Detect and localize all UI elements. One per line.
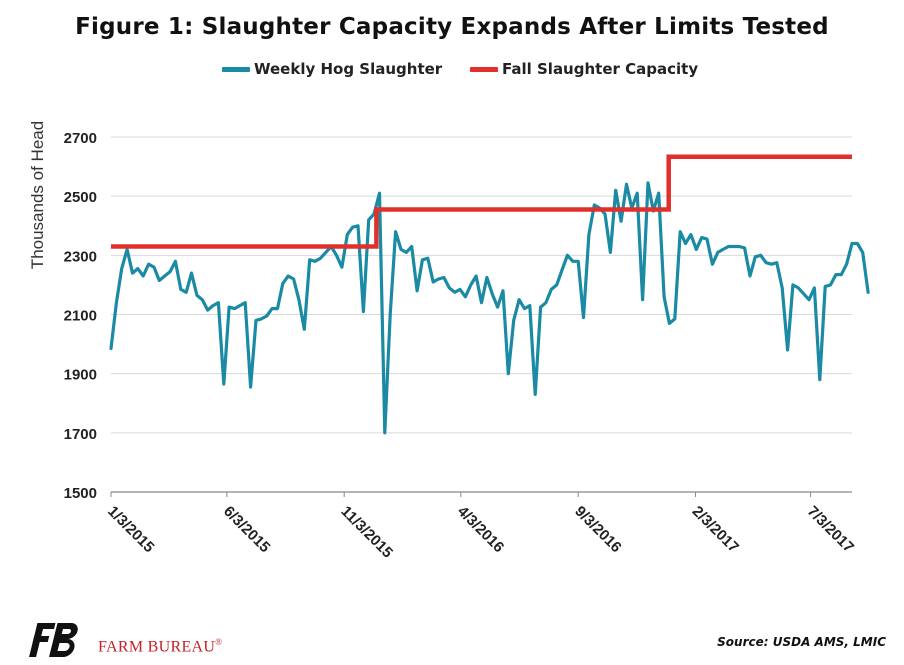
legend-swatch-weekly-hog-slaughter xyxy=(222,66,250,72)
y-tick-label-2700: 2700 xyxy=(64,130,97,147)
fb-logo-icon xyxy=(29,623,78,657)
source-note: Source: USDA AMS, LMIC xyxy=(717,635,886,649)
y-tick-label-1900: 1900 xyxy=(64,367,97,384)
legend-label-fall-slaughter-capacity: Fall Slaughter Capacity xyxy=(502,60,699,78)
y-tick-label-1700: 1700 xyxy=(64,426,97,443)
series-lines xyxy=(109,154,870,435)
y-tick-label-2300: 2300 xyxy=(64,248,97,265)
y-axis-ticks: 1500 1700 1900 2100 2300 2500 2700 xyxy=(64,130,97,502)
y-tick-label-2500: 2500 xyxy=(64,189,97,206)
x-tick-label-0: 1/3/2015 xyxy=(104,503,157,556)
legend: Weekly Hog Slaughter Fall Slaughter Capa… xyxy=(0,60,904,82)
series-line-fall-slaughter-capacity xyxy=(111,154,852,249)
legend-label-weekly-hog-slaughter: Weekly Hog Slaughter xyxy=(254,60,443,78)
x-axis-ticks: 1/3/2015 6/3/2015 11/3/2015 4/3/2016 9/3/201… xyxy=(104,492,857,561)
legend-swatch-fall-slaughter-capacity xyxy=(470,66,498,72)
farm-bureau-brand: FARM BUREAU® xyxy=(28,621,222,659)
chart-title: Figure 1: Slaughter Capacity Expands Aft… xyxy=(75,14,829,40)
brand-name: FARM BUREAU® xyxy=(98,636,223,655)
x-tick-label-6: 7/3/2017 xyxy=(804,503,857,556)
series-line-weekly-hog-slaughter xyxy=(109,181,870,435)
x-tick-label-3: 4/3/2016 xyxy=(454,503,507,556)
gridlines xyxy=(111,136,852,434)
legend-item-fall-slaughter-capacity[interactable]: Fall Slaughter Capacity xyxy=(470,60,698,78)
y-axis-label: Thousands of Head xyxy=(28,121,47,269)
y-tick-label-1500: 1500 xyxy=(64,485,97,502)
y-tick-label-2100: 2100 xyxy=(64,308,97,325)
x-tick-label-4: 9/3/2016 xyxy=(571,503,624,556)
x-tick-label-2: 11/3/2015 xyxy=(337,503,396,562)
legend-item-weekly-hog-slaughter[interactable]: Weekly Hog Slaughter xyxy=(222,60,442,78)
x-tick-label-5: 2/3/2017 xyxy=(689,503,742,556)
x-tick-label-1: 6/3/2015 xyxy=(220,503,273,556)
